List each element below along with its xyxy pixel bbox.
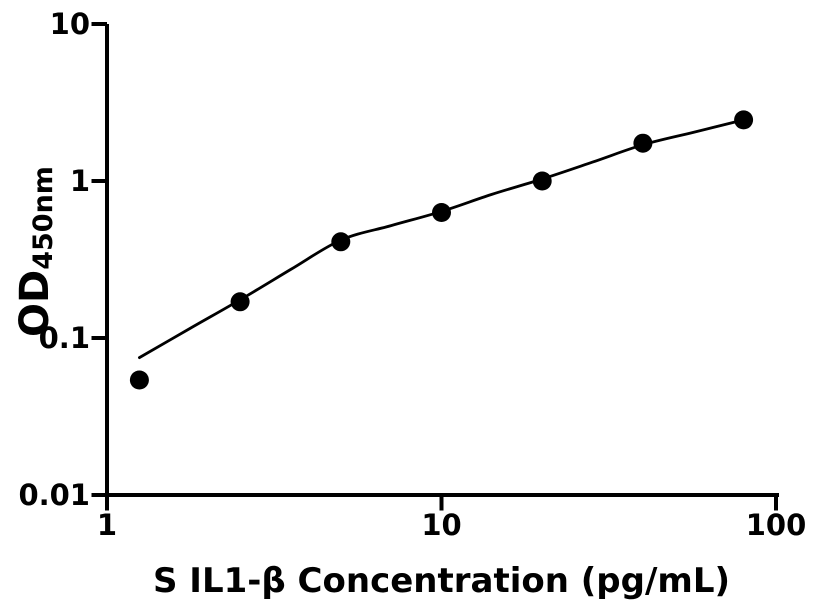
y-tick-label: 0.01 (18, 478, 90, 512)
x-axis-ticks (105, 495, 778, 511)
axis-spines (105, 24, 779, 497)
y-axis-title: OD450nm (12, 166, 59, 337)
data-point-marker (230, 292, 250, 312)
y-axis-tick-labels: 10 1 0.1 0.01 (18, 7, 90, 512)
y-tick-label: 10 (50, 7, 90, 41)
data-point-marker (532, 171, 552, 191)
fit-curve (138, 118, 745, 359)
y-tick-label: 1 (70, 164, 90, 198)
data-point-marker (734, 110, 754, 130)
y-tick-label: 0.1 (39, 321, 90, 355)
data-point-marker (633, 133, 653, 153)
y-axis-ticks (91, 22, 107, 497)
y-axis-title-subscript: 450nm (28, 166, 59, 270)
data-point-marker (331, 232, 351, 252)
data-point-marker (432, 203, 451, 222)
data-points (129, 110, 754, 390)
x-axis-title: S IL1-β Concentration (pg/mL) (153, 561, 730, 601)
data-point-marker (129, 370, 149, 390)
x-tick-label: 10 (421, 508, 461, 542)
x-axis-tick-labels: 1 10 100 (97, 508, 806, 542)
y-axis-title-main: OD (12, 270, 58, 337)
x-tick-label: 1 (97, 508, 117, 542)
x-tick-label: 100 (746, 508, 807, 542)
